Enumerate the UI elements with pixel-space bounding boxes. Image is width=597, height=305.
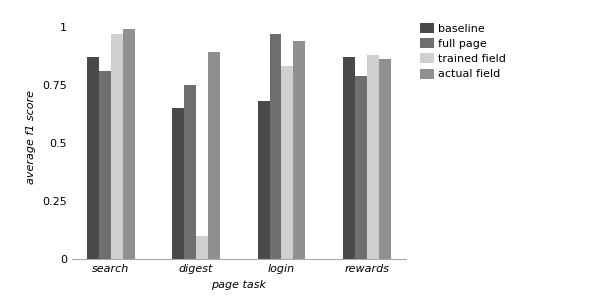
- Bar: [257, 101, 269, 259]
- Bar: [282, 66, 294, 259]
- Bar: [355, 76, 367, 259]
- Bar: [184, 85, 196, 259]
- Bar: [294, 41, 306, 259]
- Legend: baseline, full page, trained field, actual field: baseline, full page, trained field, actu…: [418, 21, 508, 82]
- Bar: [87, 57, 99, 259]
- Bar: [99, 71, 110, 259]
- X-axis label: page task: page task: [211, 280, 266, 290]
- Bar: [123, 29, 135, 259]
- Bar: [208, 52, 220, 259]
- Y-axis label: average f1 score: average f1 score: [26, 90, 36, 184]
- Bar: [343, 57, 355, 259]
- Bar: [110, 34, 123, 259]
- Bar: [367, 55, 379, 259]
- Bar: [379, 59, 391, 259]
- Bar: [196, 236, 208, 259]
- Bar: [269, 34, 282, 259]
- Bar: [172, 108, 184, 259]
